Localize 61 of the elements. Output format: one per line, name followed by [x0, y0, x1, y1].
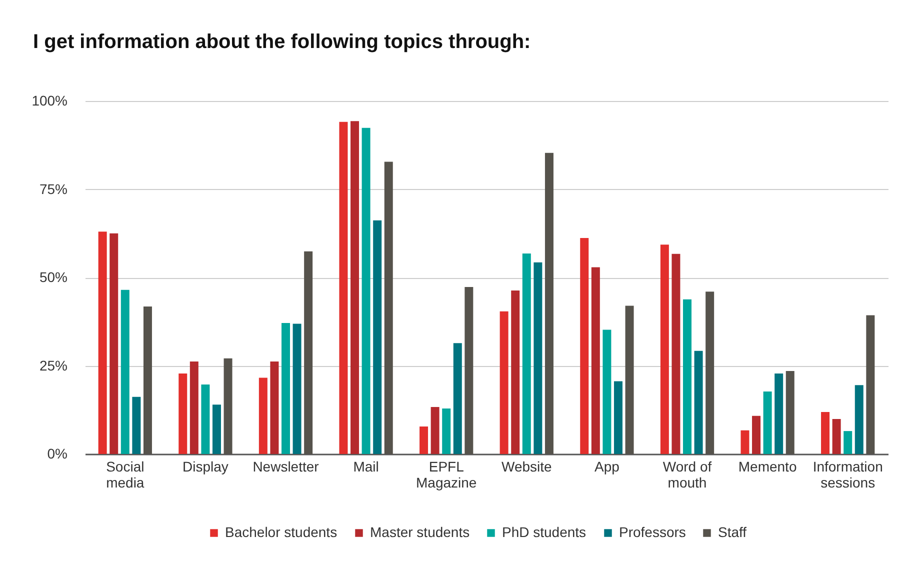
bar	[821, 412, 830, 454]
bar	[500, 311, 508, 454]
bar	[453, 343, 462, 454]
legend-label: PhD students	[502, 524, 586, 540]
y-tick-label: 75%	[39, 180, 68, 197]
x-tick-label: Website	[501, 458, 552, 474]
x-tick-label: Newsletter	[252, 458, 320, 474]
bar	[763, 392, 772, 454]
x-tick-label: App	[594, 458, 620, 474]
bar	[292, 324, 302, 454]
bar	[683, 299, 692, 454]
legend-label: Staff	[718, 524, 747, 540]
bar	[752, 416, 761, 454]
bar	[98, 232, 107, 454]
legend-label: Bachelor students	[225, 524, 338, 540]
x-tick-label: Display	[182, 458, 228, 474]
bar	[201, 384, 210, 454]
bar	[832, 419, 841, 454]
bar	[373, 220, 382, 454]
bar	[212, 404, 221, 454]
y-tick-label: 25%	[39, 357, 68, 374]
bar	[110, 233, 118, 454]
legend-label: Professors	[619, 524, 686, 540]
bar	[774, 374, 784, 454]
bar	[660, 244, 669, 454]
y-tick-label: 50%	[39, 269, 68, 285]
bar	[430, 407, 440, 454]
x-tick-label: Mail	[353, 458, 379, 474]
bar	[740, 430, 750, 454]
bar	[120, 290, 130, 454]
bar	[178, 374, 188, 454]
bar	[844, 431, 852, 454]
bar	[190, 362, 198, 454]
bar	[614, 381, 622, 454]
bar	[282, 323, 290, 454]
bar	[511, 290, 520, 454]
x-tick-label: Word of mouth	[662, 458, 712, 490]
x-tick-label: Information sessions	[812, 458, 883, 490]
bar	[258, 378, 268, 454]
y-tick-label: 100%	[32, 92, 68, 108]
bar	[672, 254, 680, 454]
bar	[591, 267, 600, 454]
x-tick-label: EPFL Magazine	[416, 458, 477, 490]
bar	[420, 426, 428, 454]
x-tick-label: Memento	[738, 458, 797, 474]
bar	[350, 121, 360, 454]
bar	[602, 330, 612, 454]
legend-label: Master students	[370, 524, 470, 540]
bar	[694, 350, 703, 454]
bar	[339, 122, 348, 454]
bar	[132, 396, 141, 454]
bar	[854, 385, 864, 454]
bar	[442, 408, 451, 454]
bar	[580, 238, 589, 454]
bar	[362, 128, 370, 454]
bar	[534, 262, 542, 454]
y-tick-label: 0%	[47, 446, 68, 462]
bar	[270, 362, 279, 454]
chart-title: I get information about the following topics through:	[33, 31, 531, 53]
bar	[522, 253, 531, 454]
x-tick-label: Social media	[106, 458, 144, 490]
